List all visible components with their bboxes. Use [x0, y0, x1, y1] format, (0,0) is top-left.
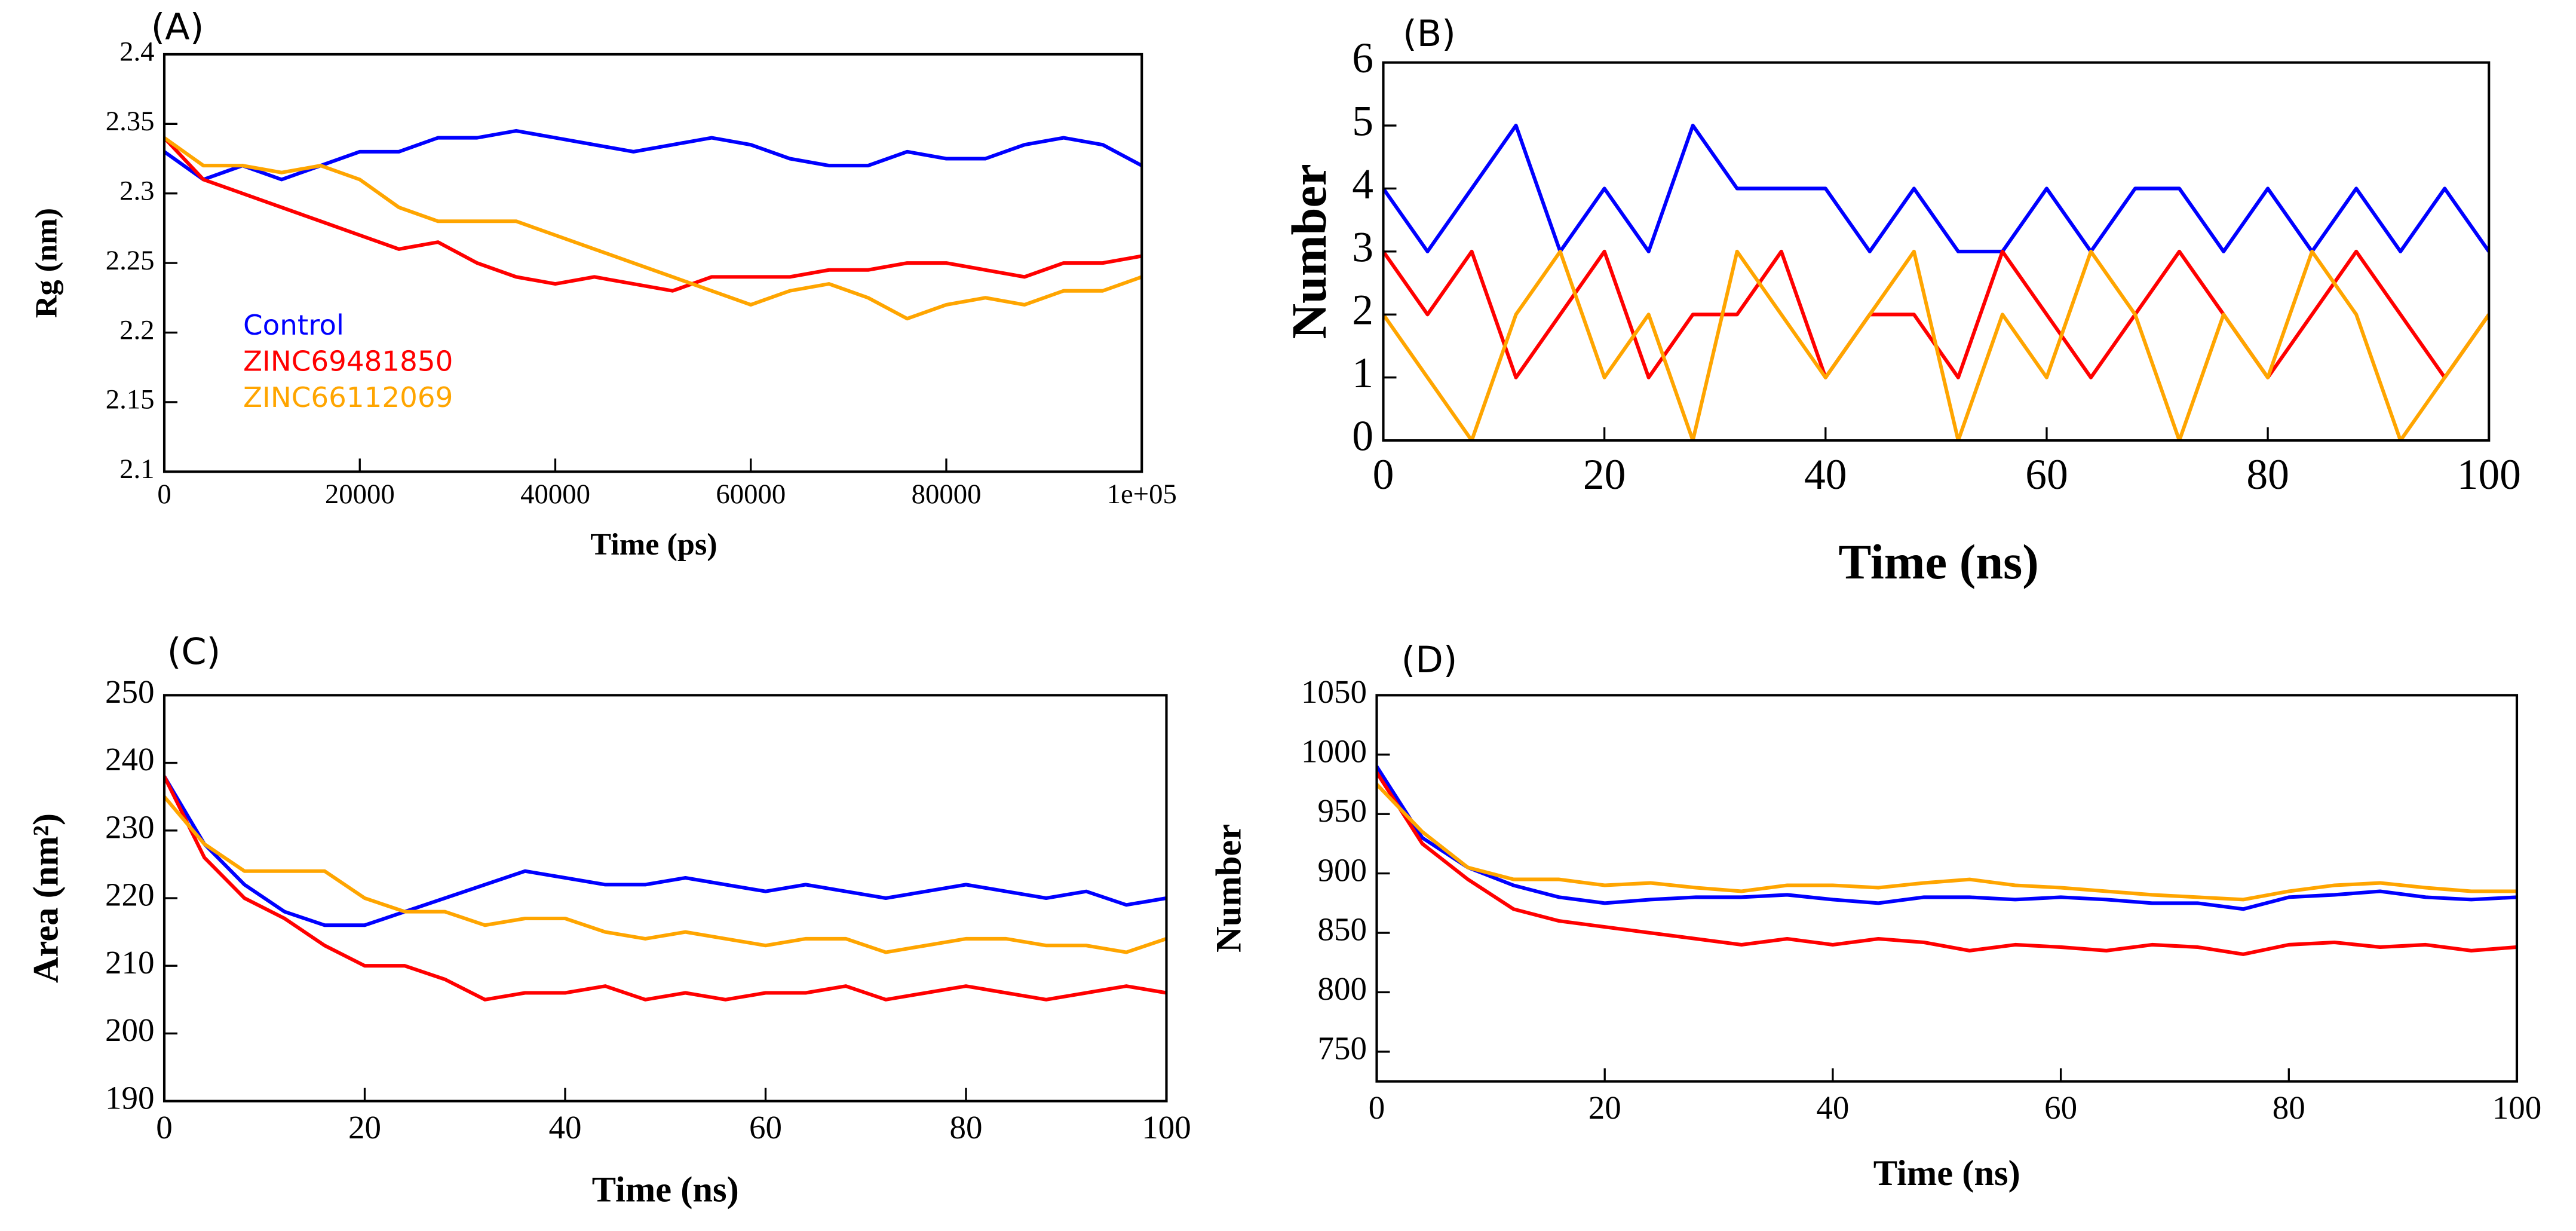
legend-entry: ZINC69481850	[243, 345, 453, 378]
panel-title: (A)	[151, 7, 204, 48]
y-axis-label: Number	[1281, 164, 1336, 339]
plot-frame	[1382, 61, 2491, 442]
y-tick-label: 250	[105, 673, 155, 710]
y-tick-label: 2	[1352, 287, 1373, 334]
series-line	[1376, 765, 2517, 911]
series-line	[1383, 124, 2489, 253]
panel: (B) 0 20 40 60 80 100 0 1 2 3 4 5 6 Time (ns) Number	[1281, 13, 2521, 589]
x-tick-label: 80000	[912, 479, 982, 510]
series-line	[1376, 783, 2517, 902]
x-tick-label: 0	[1373, 451, 1394, 498]
y-tick-label: 2.15	[106, 384, 155, 415]
y-tick-label: 1	[1352, 350, 1373, 397]
x-tick-label: 40000	[520, 479, 590, 510]
x-axis-label: Time (ns)	[592, 1170, 739, 1210]
x-axis-label: Time (ps)	[590, 527, 717, 562]
x-tick-label: 0	[157, 479, 171, 510]
x-tick-label: 100	[2457, 451, 2521, 498]
x-tick-label: 60	[749, 1109, 782, 1146]
x-tick-label: 20000	[325, 479, 395, 510]
x-tick-label: 20	[1588, 1089, 1621, 1126]
y-axis-label: Number	[1209, 824, 1249, 953]
y-tick-label: 4	[1352, 161, 1373, 208]
x-tick-label: 40	[549, 1109, 582, 1146]
x-tick-label: 1e+05	[1107, 479, 1177, 510]
x-tick-label: 60000	[716, 479, 786, 510]
y-tick-label: 3	[1352, 223, 1373, 271]
y-tick-label: 200	[105, 1012, 155, 1048]
y-tick-label: 2.25	[106, 245, 155, 276]
y-tick-label: 230	[105, 809, 155, 845]
x-tick-label: 80	[950, 1109, 983, 1146]
x-tick-label: 100	[2492, 1089, 2542, 1126]
x-tick-label: 40	[1804, 451, 1847, 498]
x-tick-label: 0	[156, 1109, 173, 1146]
y-tick-label: 950	[1318, 792, 1367, 829]
x-tick-label: 60	[2025, 451, 2068, 498]
series-line	[1383, 249, 2489, 441]
y-tick-label: 1050	[1301, 673, 1367, 710]
y-axis-label: Rg (nm)	[29, 208, 63, 318]
x-axis-label: Time (ns)	[1873, 1153, 2020, 1193]
legend-entry: Control	[243, 310, 344, 342]
x-tick-label: 20	[1583, 451, 1626, 498]
y-tick-label: 5	[1352, 97, 1373, 145]
x-tick-label: 40	[1816, 1089, 1849, 1126]
y-tick-label: 190	[105, 1079, 155, 1116]
plot-frame	[1375, 694, 2519, 1083]
x-tick-label: 100	[1142, 1109, 1191, 1146]
x-tick-label: 60	[2044, 1089, 2077, 1126]
y-tick-label: 900	[1318, 852, 1367, 888]
y-tick-label: 2.1	[119, 454, 154, 485]
y-tick-label: 6	[1352, 35, 1373, 82]
y-tick-label: 2.2	[119, 314, 154, 345]
x-tick-label: 20	[348, 1109, 381, 1146]
plot-frame	[162, 694, 1168, 1103]
y-tick-label: 0	[1352, 413, 1373, 460]
series-line	[164, 128, 1142, 182]
panel-title: (C)	[167, 631, 220, 673]
y-tick-label: 850	[1318, 911, 1367, 948]
y-tick-label: 750	[1318, 1030, 1367, 1067]
y-tick-label: 1000	[1301, 733, 1367, 769]
x-tick-label: 80	[2246, 451, 2289, 498]
series-line	[1383, 249, 2489, 379]
panel: (C) 0 20 40 60 80 100 190 200 210 220 230 240 250 Time…	[26, 631, 1191, 1209]
panel-title: (D)	[1402, 639, 1458, 681]
panel: (A) 0 20000 40000 60000 80000 1e+05 2.1 2.15 2.2 2…	[29, 7, 1176, 562]
x-axis-label: Time (ns)	[1838, 534, 2038, 589]
x-tick-label: 0	[1369, 1089, 1385, 1126]
y-tick-label: 240	[105, 741, 155, 777]
series-line	[164, 795, 1167, 954]
series-line	[164, 136, 1142, 321]
y-tick-label: 800	[1318, 970, 1367, 1007]
y-tick-label: 2.3	[119, 175, 154, 206]
y-axis-label: Area (nm²)	[26, 813, 66, 983]
series-line	[1376, 771, 2517, 956]
series-line	[164, 775, 1167, 927]
y-tick-label: 2.4	[119, 36, 154, 68]
series-line	[164, 775, 1167, 1002]
legend-entry: ZINC66112069	[243, 382, 453, 414]
x-tick-label: 80	[2273, 1089, 2305, 1126]
panel-title: (B)	[1403, 13, 1456, 55]
series-line	[164, 136, 1142, 293]
y-tick-label: 2.35	[106, 106, 155, 137]
panel: (D) 0 20 40 60 80 100 750 800 850 900 950 1000 1050 Ti…	[1209, 639, 2541, 1193]
y-tick-label: 220	[105, 877, 155, 913]
y-tick-label: 210	[105, 944, 155, 981]
